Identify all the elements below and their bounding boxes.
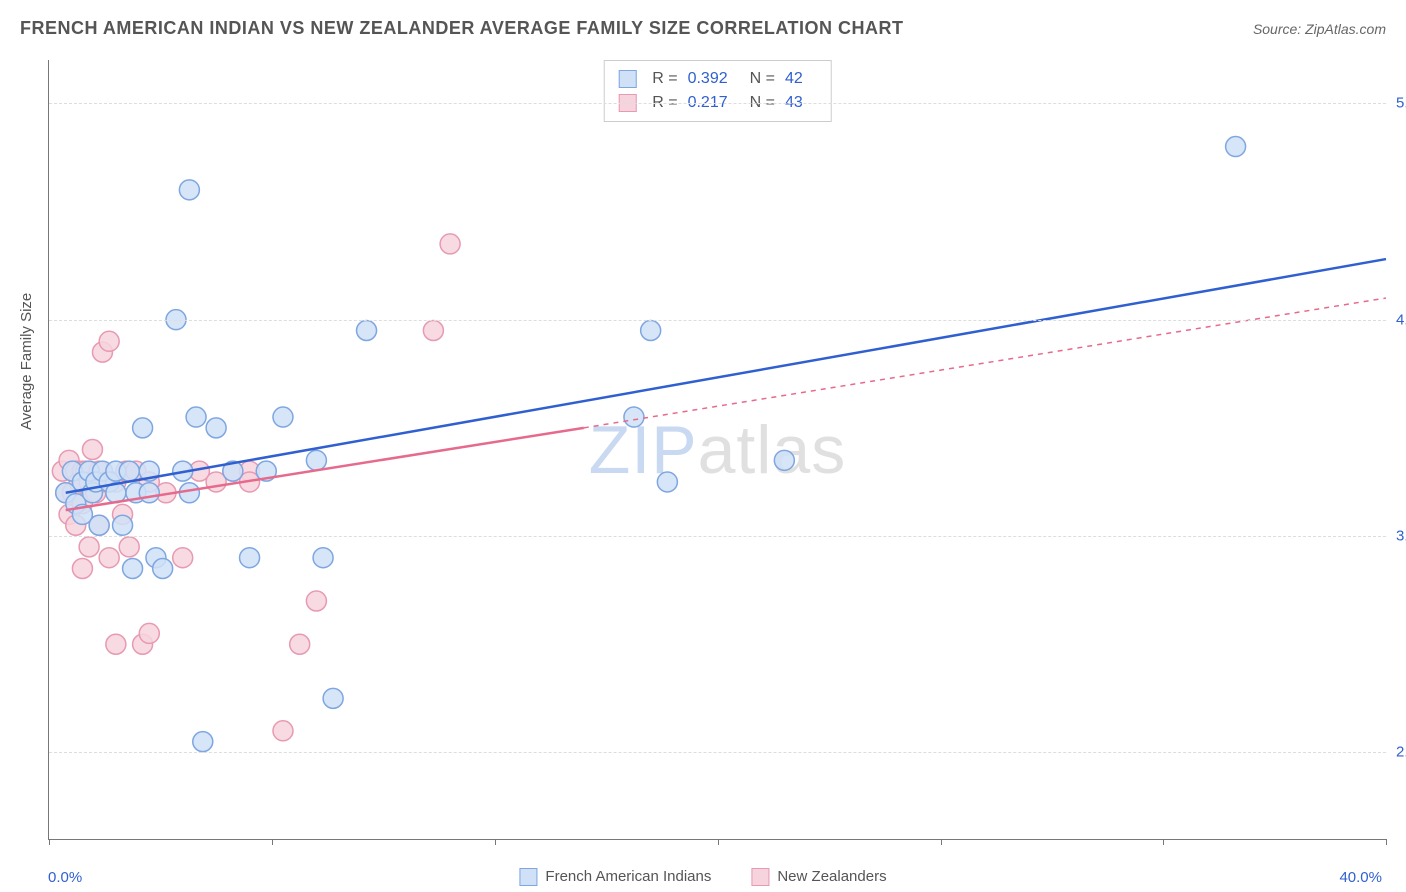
- scatter-svg: [49, 60, 1386, 839]
- legend-swatch-blue: [519, 868, 537, 886]
- data-point: [72, 559, 92, 579]
- data-point: [99, 331, 119, 351]
- x-tick-mark: [1163, 839, 1164, 845]
- gridline: [49, 320, 1386, 321]
- data-point: [423, 320, 443, 340]
- title-bar: FRENCH AMERICAN INDIAN VS NEW ZEALANDER …: [20, 18, 1386, 39]
- x-tick-mark: [495, 839, 496, 845]
- data-point: [206, 418, 226, 438]
- data-point: [179, 180, 199, 200]
- data-point: [186, 407, 206, 427]
- data-point: [624, 407, 644, 427]
- legend-swatch-pink: [751, 868, 769, 886]
- data-point: [313, 548, 333, 568]
- data-point: [240, 548, 260, 568]
- data-point: [357, 320, 377, 340]
- data-point: [139, 483, 159, 503]
- data-point: [89, 515, 109, 535]
- data-point: [306, 591, 326, 611]
- x-tick-mark: [272, 839, 273, 845]
- data-point: [173, 548, 193, 568]
- y-tick-label: 4.00: [1396, 311, 1406, 328]
- data-point: [641, 320, 661, 340]
- gridline: [49, 752, 1386, 753]
- x-axis-min-label: 0.0%: [48, 869, 82, 886]
- data-point: [774, 450, 794, 470]
- gridline: [49, 536, 1386, 537]
- data-point: [1226, 137, 1246, 157]
- data-point: [440, 234, 460, 254]
- data-point: [79, 537, 99, 557]
- x-tick-mark: [49, 839, 50, 845]
- data-point: [106, 634, 126, 654]
- x-tick-mark: [941, 839, 942, 845]
- data-point: [113, 515, 133, 535]
- data-point: [119, 461, 139, 481]
- legend-item-pink: New Zealanders: [751, 868, 886, 886]
- y-axis-label: Average Family Size: [18, 293, 35, 430]
- bottom-legend: French American Indians New Zealanders: [519, 868, 886, 886]
- data-point: [273, 407, 293, 427]
- data-point: [133, 418, 153, 438]
- data-point: [193, 732, 213, 752]
- data-point: [139, 623, 159, 643]
- data-point: [82, 440, 102, 460]
- source-label: Source: ZipAtlas.com: [1253, 21, 1386, 37]
- data-point: [273, 721, 293, 741]
- data-point: [123, 559, 143, 579]
- y-tick-label: 2.00: [1396, 744, 1406, 761]
- y-tick-label: 5.00: [1396, 95, 1406, 112]
- data-point: [657, 472, 677, 492]
- trend-line: [66, 259, 1386, 493]
- data-point: [323, 688, 343, 708]
- y-tick-label: 3.00: [1396, 528, 1406, 545]
- data-point: [153, 559, 173, 579]
- data-point: [290, 634, 310, 654]
- chart-title: FRENCH AMERICAN INDIAN VS NEW ZEALANDER …: [20, 18, 904, 39]
- plot-area: ZIPatlas R =0.392 N =42 R =0.217 N =43 2…: [48, 60, 1386, 840]
- x-tick-mark: [1386, 839, 1387, 845]
- gridline: [49, 103, 1386, 104]
- data-point: [119, 537, 139, 557]
- x-axis-max-label: 40.0%: [1339, 869, 1382, 886]
- trend-line: [584, 298, 1386, 428]
- data-point: [306, 450, 326, 470]
- data-point: [99, 548, 119, 568]
- x-tick-mark: [718, 839, 719, 845]
- legend-item-blue: French American Indians: [519, 868, 711, 886]
